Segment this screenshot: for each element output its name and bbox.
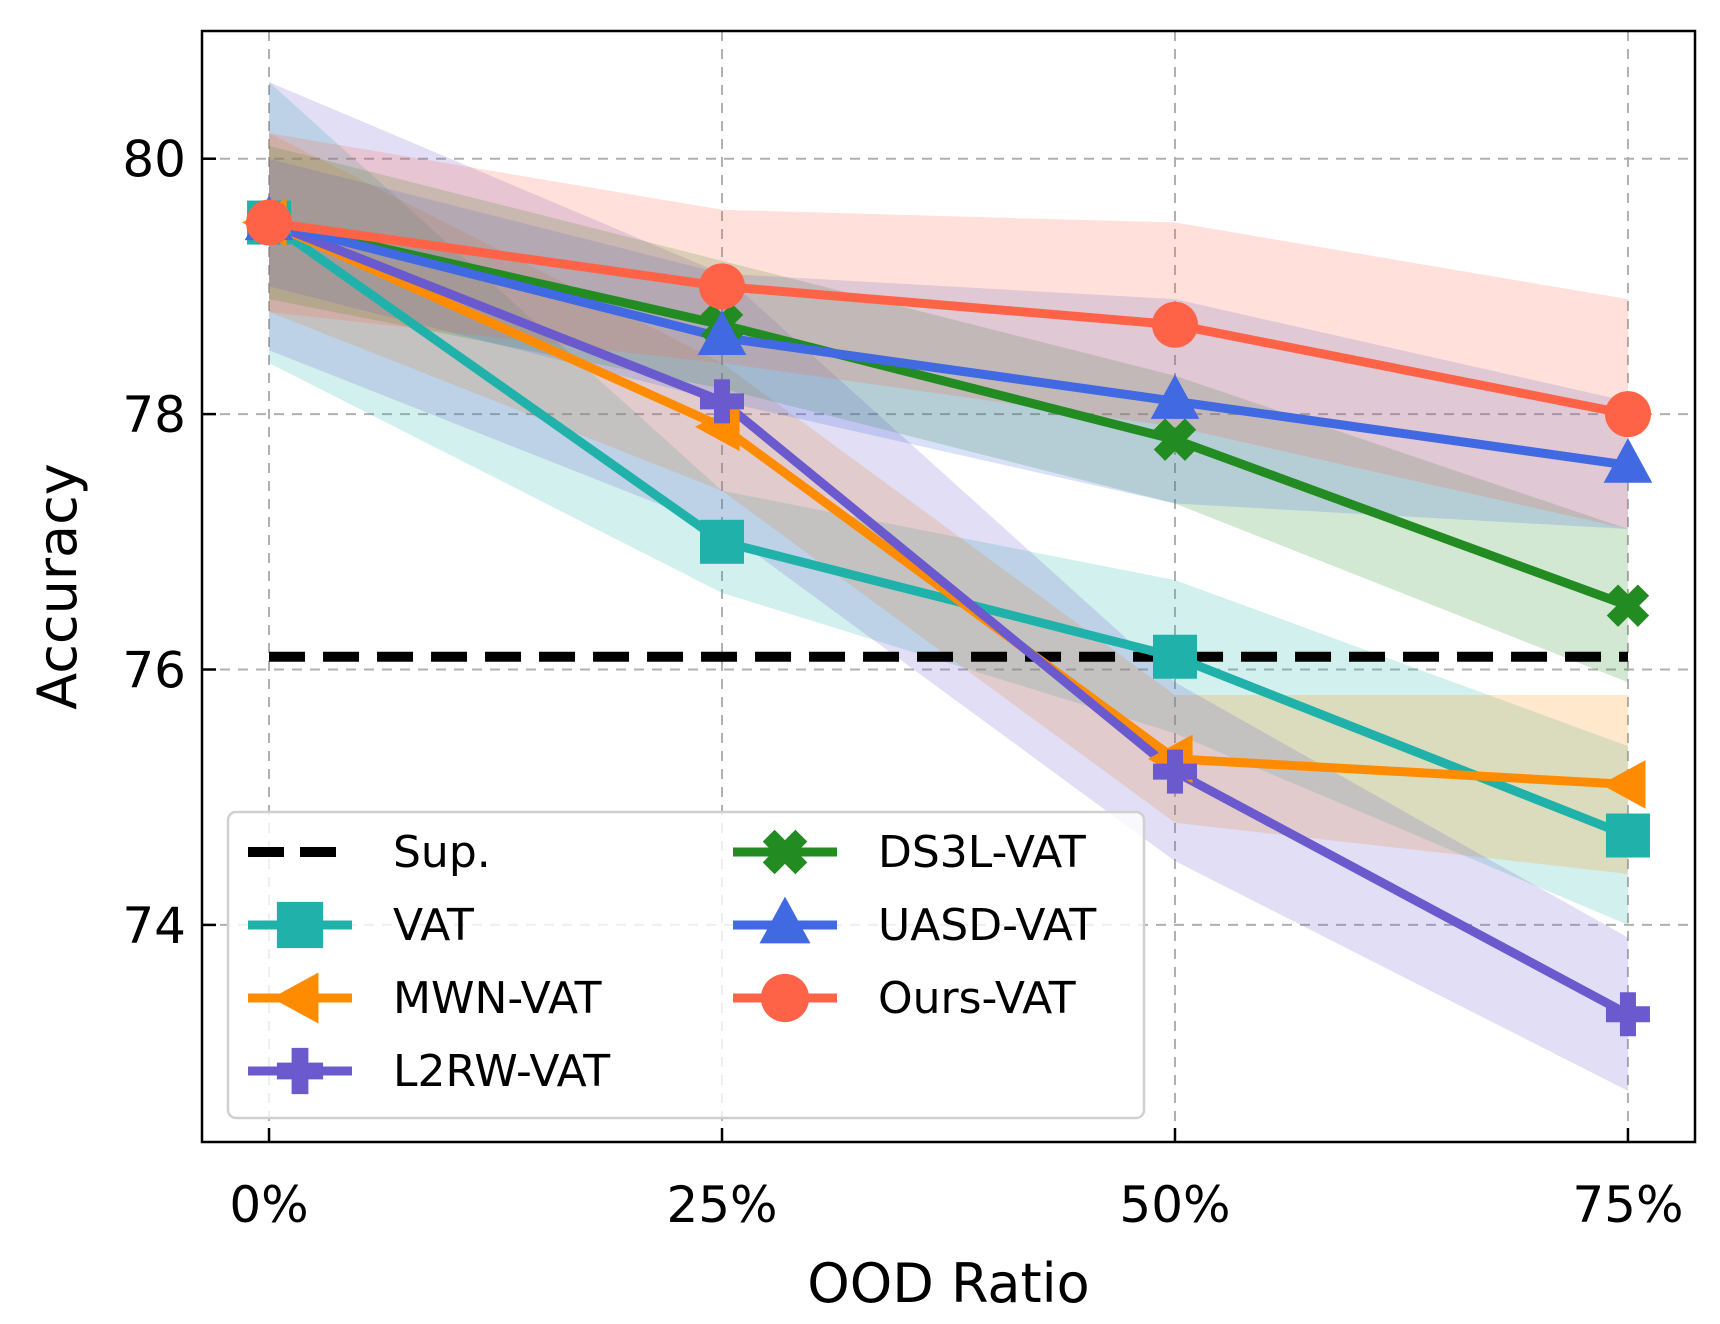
point-l2rw-vat [1152, 749, 1197, 794]
legend-label-ds3l-vat: DS3L-VAT [878, 827, 1086, 878]
legend-box [226, 810, 1146, 1120]
band-ds3l-vat [269, 145, 1628, 683]
point-ours-vat [1151, 301, 1198, 348]
band-ours-vat [269, 133, 1628, 530]
point-uasd-vat [697, 310, 747, 356]
legend-marker-l2rw-vat [276, 1047, 324, 1095]
legend-item-ds3l-vat: DS3L-VAT [733, 827, 1086, 878]
legend-label-l2rw-vat: L2RW-VAT [393, 1046, 610, 1097]
line-layer [266, 218, 1631, 1019]
legend-marker-vat [276, 901, 324, 949]
legend-item-mwn-vat: MWN-VAT [248, 972, 602, 1024]
point-mwn-vat [1600, 760, 1646, 809]
x-tick-label: 25% [666, 1176, 777, 1234]
legend-label-ours-vat: Ours-VAT [878, 973, 1076, 1024]
y-tick-label: 76 [122, 642, 186, 700]
legend-marker-mwn-vat [271, 972, 319, 1024]
x-tick-label: 50% [1119, 1176, 1230, 1234]
series-line-uasd-vat [267, 218, 1629, 470]
legend-marker-ds3l-vat [762, 829, 808, 875]
legend-label-vat: VAT [393, 900, 474, 951]
marker-layer [242, 195, 1653, 1037]
point-ds3l-vat [1606, 584, 1650, 627]
band-uasd-vat [269, 158, 1628, 530]
point-l2rw-vat [1605, 992, 1650, 1037]
x-tick-label: 75% [1572, 1176, 1683, 1234]
series-line-vat [266, 218, 1630, 840]
plot-frame [200, 29, 1697, 1144]
y-tick-label: 74 [122, 897, 186, 955]
legend-item-l2rw-vat: L2RW-VAT [248, 1046, 610, 1097]
point-ds3l-vat [1153, 418, 1197, 461]
series-line-ours-vat [268, 218, 1629, 419]
legend-item-ours-vat: Ours-VAT [733, 973, 1076, 1024]
x-tick-label: 0% [229, 1176, 308, 1234]
point-uasd-vat [1603, 438, 1653, 483]
legend-item-vat: VAT [248, 900, 474, 951]
legend-item-sup: Sup. [248, 827, 491, 878]
axis-layer: 0% 25% 50% 75% 74 76 78 80 [122, 29, 1697, 1234]
y-tick-label: 78 [122, 386, 186, 444]
legend-label-uasd-vat: UASD-VAT [878, 900, 1096, 951]
legend: Sup. VAT MWN-VAT L2RW-VAT DS3L-VAT UASD-VAT Ou… [226, 810, 1146, 1120]
legend-marker-uasd-vat [759, 896, 811, 944]
series-line-l2rw-vat [267, 218, 1631, 1019]
point-ours-vat [1604, 391, 1651, 438]
legend-item-uasd-vat: UASD-VAT [733, 896, 1096, 951]
point-ours-vat [699, 263, 746, 310]
legend-label-mwn-vat: MWN-VAT [393, 973, 602, 1024]
y-tick-label: 80 [122, 131, 186, 189]
series-line-mwn-vat [267, 218, 1629, 789]
y-axis-title: Accuracy [26, 463, 89, 710]
point-vat [700, 519, 745, 564]
point-vat [1152, 634, 1197, 679]
point-ours-vat [246, 199, 293, 246]
band-mwn-vat [269, 133, 1628, 874]
band-vat [269, 82, 1628, 925]
legend-label-sup: Sup. [393, 827, 491, 878]
series-line-ds3l-vat [268, 218, 1630, 610]
point-l2rw-vat [700, 379, 745, 424]
legend-marker-ours-vat [760, 973, 810, 1023]
point-vat [1605, 813, 1650, 858]
x-axis-title: OOD Ratio [807, 1252, 1089, 1315]
point-uasd-vat [1150, 374, 1200, 419]
